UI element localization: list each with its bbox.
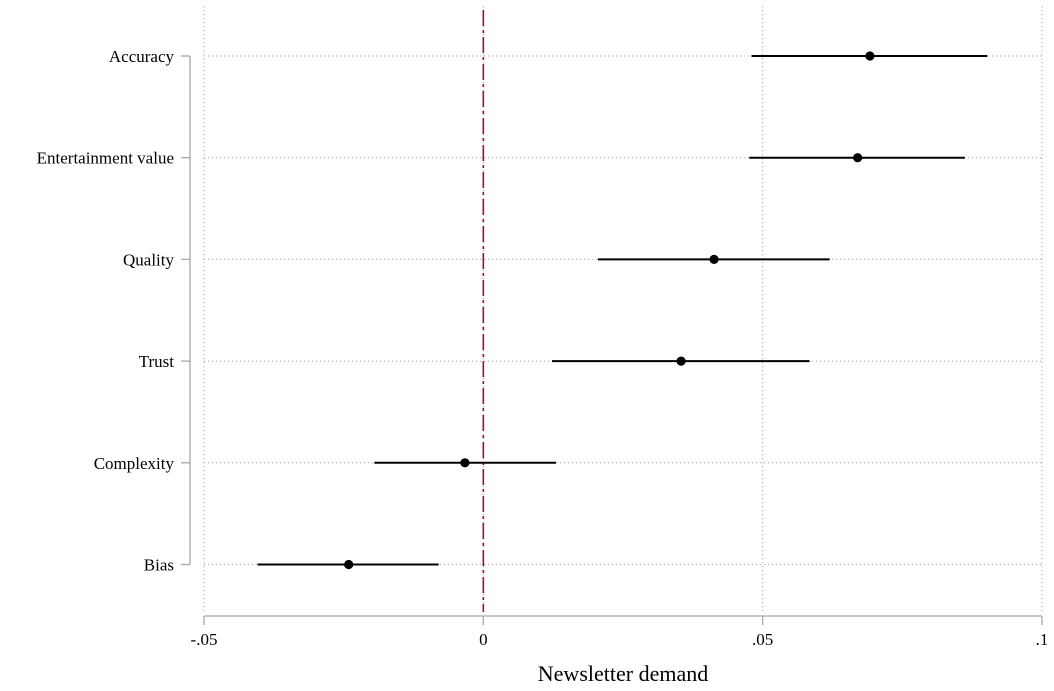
y-tick-label: Bias <box>144 556 174 575</box>
x-tick-label: -.05 <box>191 630 218 649</box>
x-axis-ticks: -.05 0 .05 .1 <box>191 616 1049 649</box>
x-tick-label: .1 <box>1036 630 1049 649</box>
y-tick-label: Complexity <box>94 454 175 473</box>
y-tick-label: Entertainment value <box>37 149 174 168</box>
estimates-and-intervals <box>257 51 988 570</box>
x-axis-title: Newsletter demand <box>538 661 708 686</box>
x-tick-label: 0 <box>479 630 488 649</box>
y-axis-ticks: Accuracy Entertainment value Quality Trust C… <box>37 47 190 575</box>
point-estimate <box>853 153 863 163</box>
x-tick-label: .05 <box>752 630 773 649</box>
point-estimate <box>460 458 470 468</box>
x-gridlines <box>203 6 1043 612</box>
point-estimate <box>709 254 719 264</box>
y-tick-label: Quality <box>123 250 174 269</box>
y-tick-label: Trust <box>139 352 175 371</box>
y-tick-label: Accuracy <box>109 47 175 66</box>
point-estimate <box>344 559 354 570</box>
point-estimate <box>676 356 686 366</box>
y-gridlines <box>204 55 1042 565</box>
point-estimate <box>865 51 875 61</box>
